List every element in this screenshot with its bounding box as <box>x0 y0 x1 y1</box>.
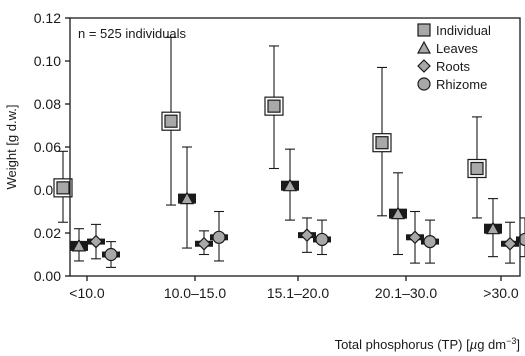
x-tick-label: 20.1–30.0 <box>375 285 437 301</box>
plot-frame <box>69 17 521 277</box>
leaves-point <box>390 206 406 220</box>
roots-point <box>408 230 422 245</box>
y-tick-label: 0.06 <box>34 139 61 155</box>
y-tick-label: 0.12 <box>34 10 61 26</box>
leaves-point <box>71 238 87 252</box>
rhizome-point <box>315 232 329 247</box>
x-axis-ticks: <10.0 10.0–15.0 15.1–20.0 20.1–30.0 >30.0 <box>69 276 519 301</box>
y-tick-label: 0.10 <box>34 53 61 69</box>
roots-point <box>503 236 517 251</box>
x-tick-label: <10.0 <box>69 285 105 301</box>
legend: Individual Leaves Roots Rhizome <box>416 23 491 92</box>
leaves-point <box>282 178 298 192</box>
rhizome-point <box>212 230 226 244</box>
legend-label-leaves: Leaves <box>436 41 478 56</box>
legend-marker-individual <box>417 23 431 37</box>
y-axis-ticks: 0.000.020.040.060.080.100.12 <box>34 10 70 284</box>
legend-marker-rhizome <box>417 77 431 91</box>
y-tick-label: 0.02 <box>34 225 61 241</box>
series-rhizome <box>102 210 525 268</box>
individual-point <box>164 114 178 128</box>
y-tick-label: 0.00 <box>34 268 61 284</box>
roots-point <box>300 228 314 242</box>
x-tick-label: >30.0 <box>483 285 519 301</box>
series-roots <box>87 210 519 264</box>
x-tick-label: 15.1–20.0 <box>267 285 329 301</box>
legend-label-individual: Individual <box>436 23 491 38</box>
roots-point <box>89 234 103 249</box>
leaves-point <box>179 191 195 205</box>
legend-marker-leaves <box>416 40 432 54</box>
legend-marker-roots <box>417 59 431 73</box>
individual-point <box>470 161 484 176</box>
roots-point <box>197 236 211 251</box>
data-marks <box>53 36 525 268</box>
x-tick-label: 10.0–15.0 <box>164 285 226 301</box>
sample-size-note: n = 525 individuals <box>78 26 187 41</box>
leaves-point <box>485 221 501 235</box>
rhizome-point <box>423 235 437 249</box>
series-individual <box>53 36 487 223</box>
legend-label-roots: Roots <box>436 59 470 74</box>
series-leaves <box>70 146 502 262</box>
individual-point <box>56 181 70 195</box>
x-axis-label: Total phosphorus (TP) [µg dm−3] <box>335 336 520 352</box>
individual-point <box>375 136 389 150</box>
individual-point <box>267 99 281 113</box>
y-axis-label: Weight [g d.w.] <box>4 104 19 189</box>
legend-label-rhizome: Rhizome <box>436 77 487 92</box>
y-tick-label: 0.08 <box>34 96 61 112</box>
rhizome-point <box>104 247 118 262</box>
